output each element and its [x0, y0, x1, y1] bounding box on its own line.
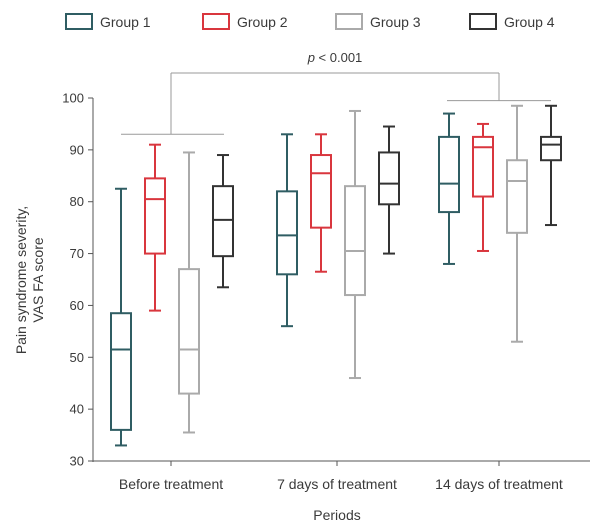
box-iqr	[110, 312, 132, 431]
legend-swatch	[202, 13, 230, 30]
legend-label: Group 4	[504, 14, 555, 30]
y-tick-label: 70	[70, 246, 84, 261]
box-group-3	[506, 104, 528, 343]
legend-swatch	[469, 13, 497, 30]
box-group-1	[276, 133, 298, 328]
legend: Group 1 Group 2 Group 3 Group 4	[65, 13, 555, 30]
box-iqr	[212, 185, 234, 258]
box-group-2	[472, 122, 494, 252]
box-iqr	[378, 151, 400, 206]
y-axis-title: Pain syndrome severity,VAS FA score	[13, 206, 46, 354]
box-iqr	[472, 135, 494, 198]
legend-label: Group 3	[370, 14, 421, 30]
box-group-3	[178, 151, 200, 434]
box-iqr	[276, 190, 298, 276]
box-group-2	[144, 143, 166, 312]
y-tick-label: 80	[70, 194, 84, 209]
x-axis: Before treatment 7 days of treatment 14 da…	[93, 460, 590, 492]
box-group-1	[110, 187, 132, 447]
y-tick-label: 90	[70, 142, 84, 157]
box-iqr	[144, 177, 166, 255]
y-tick-label: 30	[70, 454, 84, 469]
legend-item: Group 3	[335, 13, 421, 30]
y-axis-title-line: Pain syndrome severity,	[13, 206, 29, 354]
significance-annotation: p < 0.001	[121, 50, 551, 135]
legend-label: Group 2	[237, 14, 288, 30]
box-group-4	[540, 104, 562, 227]
y-tick-label: 100	[62, 91, 84, 106]
y-tick-label: 40	[70, 402, 84, 417]
box-group-3	[344, 109, 366, 380]
legend-item: Group 4	[469, 13, 555, 30]
plot-area	[110, 104, 562, 447]
legend-label: Group 1	[100, 14, 151, 30]
legend-swatch	[335, 13, 363, 30]
x-tick-label: 7 days of treatment	[277, 476, 397, 492]
box-iqr	[178, 268, 200, 395]
legend-item: Group 2	[202, 13, 288, 30]
x-tick-label: 14 days of treatment	[435, 476, 563, 492]
box-group-1	[438, 112, 460, 265]
legend-swatch	[65, 13, 93, 30]
annotation-text: p < 0.001	[307, 50, 363, 65]
box-group-4	[212, 154, 234, 289]
y-axis-title-line: VAS FA score	[30, 237, 46, 323]
box-iqr	[438, 135, 460, 214]
legend-item: Group 1	[65, 13, 151, 30]
box-iqr	[344, 185, 366, 297]
x-tick-label: Before treatment	[119, 476, 223, 492]
box-iqr	[506, 159, 528, 234]
box-iqr	[310, 154, 332, 229]
box-group-2	[310, 133, 332, 273]
y-tick-label: 60	[70, 298, 84, 313]
box-group-4	[378, 125, 400, 255]
y-tick-label: 50	[70, 350, 84, 365]
box-iqr	[540, 135, 562, 162]
x-axis-title: Periods	[313, 507, 360, 523]
y-axis: 30 40 50 60 70 80 90 100	[62, 91, 94, 469]
